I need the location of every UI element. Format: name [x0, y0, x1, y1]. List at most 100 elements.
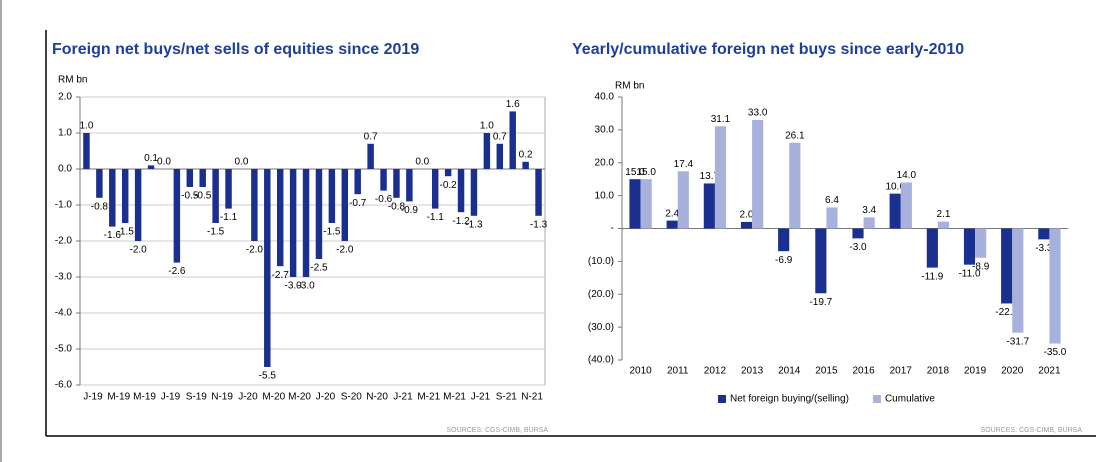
y-tick-label: -4.0: [55, 308, 73, 319]
data-label: 0.7: [364, 131, 378, 142]
data-label: 6.4: [825, 195, 839, 206]
bar: [900, 182, 912, 229]
y-tick-label: 30.0: [595, 125, 615, 136]
data-label: -1.1: [220, 212, 238, 223]
bar: [778, 228, 790, 252]
bar: [703, 183, 715, 229]
bar: [470, 169, 478, 216]
data-label: 2.0: [740, 210, 754, 221]
x-tick-label: 2018: [927, 366, 950, 377]
bar: [496, 143, 504, 169]
bar: [199, 169, 206, 187]
bar: [789, 142, 801, 229]
x-tick-label: N-19: [211, 392, 233, 403]
bar: [937, 221, 950, 229]
data-label: 1.6: [506, 99, 520, 110]
data-label: -0.5: [181, 191, 199, 202]
data-label: -19.7: [809, 297, 832, 308]
data-label: -3.0: [849, 242, 867, 253]
bar: [406, 169, 413, 202]
data-label: -5.5: [259, 371, 277, 382]
bar: [457, 169, 465, 213]
data-label: 0.0: [415, 157, 429, 168]
bar: [354, 169, 361, 195]
bar: [367, 143, 374, 169]
data-label: -0.5: [194, 191, 212, 202]
legend-label: Cumulative: [885, 394, 935, 405]
bar: [640, 179, 652, 229]
x-tick-label: N-20: [366, 392, 388, 403]
bar: [1038, 228, 1050, 240]
data-label: -1.5: [323, 227, 341, 238]
bar: [251, 169, 258, 241]
data-label: 0.1: [144, 153, 158, 164]
bar: [328, 169, 336, 223]
axis-unit: RM bn: [615, 81, 644, 92]
legend-swatch: [872, 395, 881, 403]
bar: [341, 169, 349, 241]
data-label: 15.0: [636, 167, 656, 178]
data-label: -2.5: [310, 263, 328, 274]
bar: [677, 171, 689, 229]
bar: [863, 217, 875, 229]
bar: [302, 169, 310, 277]
data-label: -1.5: [207, 227, 225, 238]
data-label: 0.7: [493, 131, 507, 142]
x-tick-label: 2013: [741, 366, 764, 377]
x-tick-label: J-20: [316, 392, 336, 403]
bar: [264, 169, 271, 367]
y-tick-label: 0.0: [58, 164, 72, 175]
x-tick-label: M-21: [417, 392, 440, 403]
bar: [289, 169, 297, 277]
x-tick-label: 2020: [1001, 366, 1024, 377]
data-label: 1.0: [480, 121, 494, 132]
x-tick-label: 2011: [667, 366, 689, 377]
chart-title: Foreign net buys/net sells of equities s…: [52, 41, 419, 58]
bar: [121, 169, 129, 223]
x-tick-label: J-19: [161, 392, 181, 403]
bar: [225, 169, 232, 209]
data-label: 33.0: [748, 108, 768, 119]
bar: [83, 133, 90, 169]
bar: [963, 228, 976, 265]
data-label: -1.1: [427, 212, 445, 223]
data-label: -0.9: [401, 205, 419, 216]
x-tick-label: S-21: [496, 392, 518, 403]
x-tick-label: 2016: [852, 366, 875, 377]
data-label: 0.2: [519, 149, 533, 160]
data-label: 10.6: [885, 181, 905, 192]
data-label: 1.0: [80, 121, 94, 132]
x-tick-label: 2021: [1038, 366, 1061, 377]
x-tick-label: 2019: [964, 366, 987, 377]
x-tick-label: 2014: [778, 366, 801, 377]
data-label: -0.2: [440, 180, 458, 191]
data-label: -3.0: [297, 281, 315, 292]
bar: [975, 228, 987, 258]
x-tick-label: M-19: [107, 392, 130, 403]
x-tick-label: M-20: [262, 392, 285, 403]
data-label: 17.4: [674, 159, 694, 170]
bar: [186, 169, 194, 187]
x-tick-label: N-21: [521, 392, 543, 403]
y-tick-label: -5.0: [55, 344, 73, 355]
bar: [431, 169, 439, 209]
x-tick-label: J-21: [393, 392, 413, 403]
data-label: 0.0: [157, 157, 171, 168]
data-label: -8.9: [972, 261, 990, 272]
y-tick-label: 40.0: [595, 92, 615, 103]
x-tick-label: 2012: [704, 366, 727, 377]
y-tick-label: 2.0: [58, 92, 72, 103]
bar: [714, 126, 727, 229]
data-label: -0.6: [375, 194, 393, 205]
y-tick-label: (20.0): [588, 289, 614, 300]
data-label: -2.0: [336, 245, 354, 256]
x-tick-label: S-19: [186, 392, 208, 403]
data-label: -11.0: [958, 268, 980, 279]
bar: [926, 228, 938, 268]
bar: [380, 169, 387, 191]
bar: [276, 169, 284, 267]
data-label: -1.5: [117, 227, 135, 238]
data-label: 26.1: [785, 130, 805, 141]
x-tick-label: J-21: [471, 392, 491, 403]
